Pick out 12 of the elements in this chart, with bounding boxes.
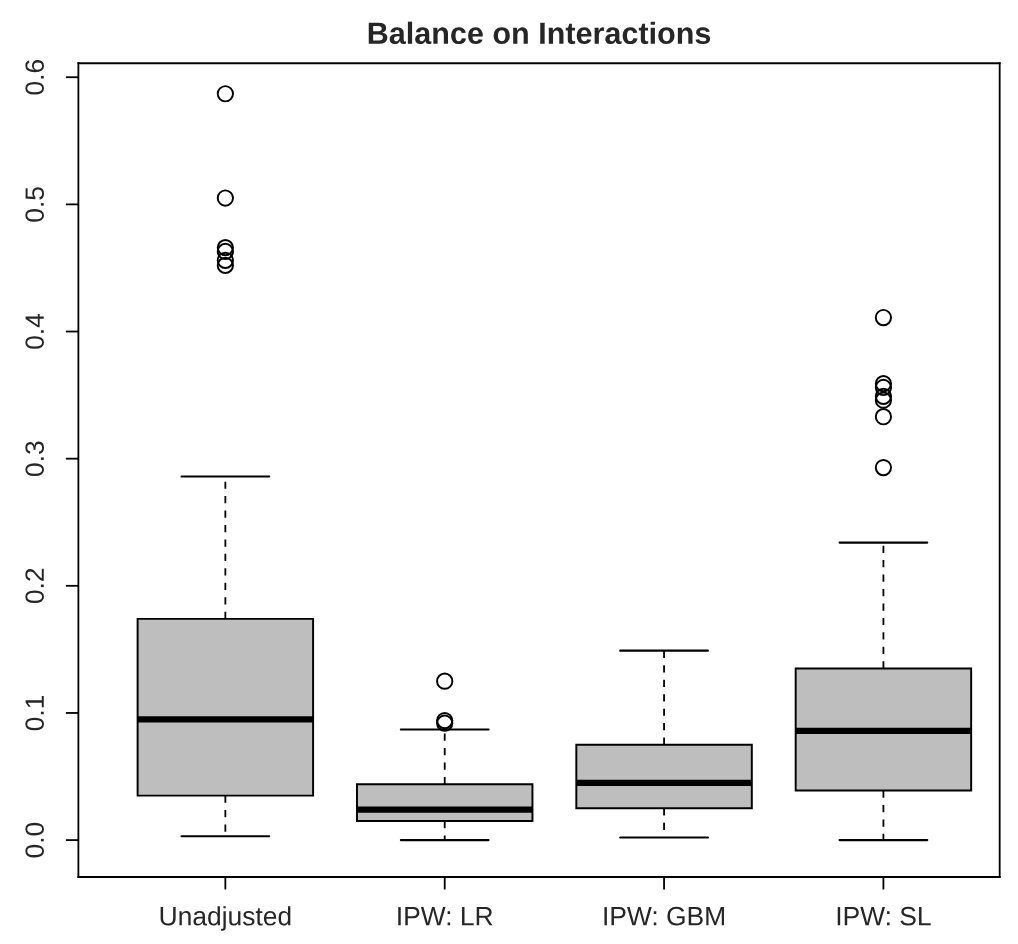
x-tick-label: IPW: GBM bbox=[604, 906, 724, 926]
y-tick-label: 0.2 bbox=[25, 568, 44, 604]
y-tick-label: 0.0 bbox=[25, 822, 44, 858]
y-tick-label: 0.3 bbox=[25, 441, 44, 476]
y-tick-label: 0.5 bbox=[25, 187, 44, 222]
x-tick-label: Unadjusted bbox=[160, 906, 291, 931]
y-tick-label: 0.6 bbox=[25, 60, 44, 95]
y-tick-label: 0.4 bbox=[25, 313, 44, 349]
x-tick-label: IPW: SL bbox=[837, 906, 931, 926]
x-tick-label: IPW: LR bbox=[398, 907, 493, 926]
y-tick-label: 0.1 bbox=[25, 695, 44, 731]
chart-title: Balance on Interactions bbox=[368, 21, 711, 45]
